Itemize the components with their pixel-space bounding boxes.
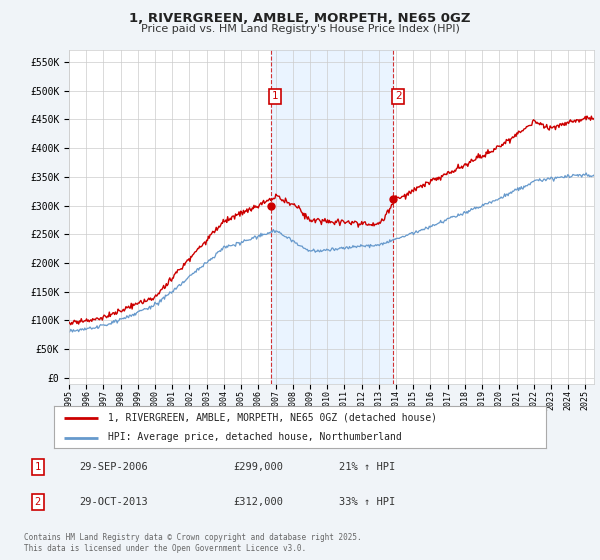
Text: £299,000: £299,000 [234,462,284,472]
Text: 29-SEP-2006: 29-SEP-2006 [79,462,148,472]
Text: 1: 1 [271,91,278,101]
Text: 21% ↑ HPI: 21% ↑ HPI [338,462,395,472]
Bar [271,50,393,384]
Text: £312,000: £312,000 [234,497,284,507]
Text: 1: 1 [35,462,41,472]
Text: 2: 2 [395,91,401,101]
Text: Price paid vs. HM Land Registry's House Price Index (HPI): Price paid vs. HM Land Registry's House … [140,24,460,34]
Text: 33% ↑ HPI: 33% ↑ HPI [338,497,395,507]
Text: HPI: Average price, detached house, Northumberland: HPI: Average price, detached house, Nort… [108,432,402,442]
Text: 1, RIVERGREEN, AMBLE, MORPETH, NE65 0GZ: 1, RIVERGREEN, AMBLE, MORPETH, NE65 0GZ [129,12,471,25]
Text: 29-OCT-2013: 29-OCT-2013 [79,497,148,507]
Text: Contains HM Land Registry data © Crown copyright and database right 2025.
This d: Contains HM Land Registry data © Crown c… [24,533,362,553]
Text: 1, RIVERGREEN, AMBLE, MORPETH, NE65 0GZ (detached house): 1, RIVERGREEN, AMBLE, MORPETH, NE65 0GZ … [108,413,437,423]
Text: 2: 2 [35,497,41,507]
